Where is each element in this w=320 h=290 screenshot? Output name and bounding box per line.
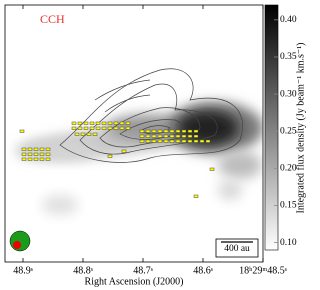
marker <box>107 121 113 125</box>
marker <box>193 134 199 138</box>
marker <box>27 147 33 151</box>
marker <box>193 129 199 133</box>
marker <box>45 147 51 151</box>
marker <box>157 139 163 143</box>
marker <box>175 134 181 138</box>
marker <box>33 152 39 156</box>
marker <box>139 139 145 143</box>
marker <box>121 149 127 153</box>
marker <box>74 132 80 136</box>
marker <box>125 126 131 130</box>
chart: CCH 400 au Right Ascension (J2000) Integ… <box>4 4 306 287</box>
marker <box>39 152 45 156</box>
x-tick-label: 48.9ˢ <box>13 265 33 276</box>
marker <box>181 134 187 138</box>
map-image <box>5 5 263 262</box>
marker <box>27 157 33 161</box>
marker <box>139 134 145 138</box>
marker <box>145 134 151 138</box>
marker <box>107 154 113 158</box>
colorbar-tick-label: 0.40 <box>280 15 297 25</box>
colorbar-tick-label: 0.30 <box>280 89 297 99</box>
colorbar <box>264 4 279 251</box>
colorbar-tick-label: 0.20 <box>280 164 297 174</box>
x-tick-label: 48.7ˢ <box>133 265 153 276</box>
x-axis-label: Right Ascension (J2000) <box>85 276 184 287</box>
marker <box>187 129 193 133</box>
marker <box>21 152 27 156</box>
marker <box>205 139 211 143</box>
marker <box>77 126 83 130</box>
marker <box>169 129 175 133</box>
marker <box>151 129 157 133</box>
marker <box>19 129 25 133</box>
marker <box>193 194 199 198</box>
map-frame <box>4 4 264 263</box>
marker <box>151 139 157 143</box>
marker <box>83 121 89 125</box>
marker <box>119 126 125 130</box>
x-tick-label: 18ʰ29ᵐ48.5ˢ <box>239 265 287 276</box>
marker <box>187 139 193 143</box>
marker <box>21 147 27 151</box>
marker <box>21 157 27 161</box>
colorbar-tick-label: 0.25 <box>280 126 297 136</box>
marker <box>199 139 205 143</box>
marker <box>163 139 169 143</box>
marker <box>92 132 98 136</box>
marker <box>95 121 101 125</box>
marker <box>89 126 95 130</box>
marker <box>45 152 51 156</box>
marker <box>33 147 39 151</box>
marker <box>145 139 151 143</box>
marker <box>95 126 101 130</box>
marker <box>39 157 45 161</box>
marker <box>157 129 163 133</box>
marker <box>187 134 193 138</box>
marker <box>145 129 151 133</box>
marker <box>169 134 175 138</box>
marker <box>107 126 113 130</box>
marker <box>209 167 215 171</box>
marker <box>71 121 77 125</box>
marker <box>80 132 86 136</box>
marker <box>151 134 157 138</box>
marker <box>71 126 77 130</box>
marker <box>101 121 107 125</box>
marker <box>27 152 33 156</box>
scale-bar-label: 400 au <box>224 244 250 254</box>
marker <box>113 126 119 130</box>
x-tick-label: 48.8ˢ <box>73 265 93 276</box>
marker <box>77 121 83 125</box>
marker <box>175 129 181 133</box>
marker <box>157 134 163 138</box>
marker <box>175 139 181 143</box>
marker <box>163 129 169 133</box>
colorbar-tick-label: 0.15 <box>280 201 297 211</box>
marker <box>45 157 51 161</box>
marker <box>193 139 199 143</box>
marker <box>101 126 107 130</box>
annotation: CCH <box>40 12 65 26</box>
marker <box>89 121 95 125</box>
marker <box>33 157 39 161</box>
colorbar-tick-label: 0.10 <box>280 238 297 248</box>
marker <box>169 139 175 143</box>
marker <box>125 121 131 125</box>
x-tick-label: 48.6ˢ <box>193 265 213 276</box>
marker <box>181 139 187 143</box>
colorbar-tick-label: 0.35 <box>280 52 297 62</box>
marker <box>86 132 92 136</box>
marker <box>163 134 169 138</box>
colorbar-label: Integrated flux density (Jy beam⁻¹ km.s⁻… <box>295 43 306 214</box>
marker <box>39 147 45 151</box>
marker <box>181 129 187 133</box>
marker <box>83 126 89 130</box>
marker <box>119 121 125 125</box>
marker <box>139 129 145 133</box>
marker <box>113 121 119 125</box>
